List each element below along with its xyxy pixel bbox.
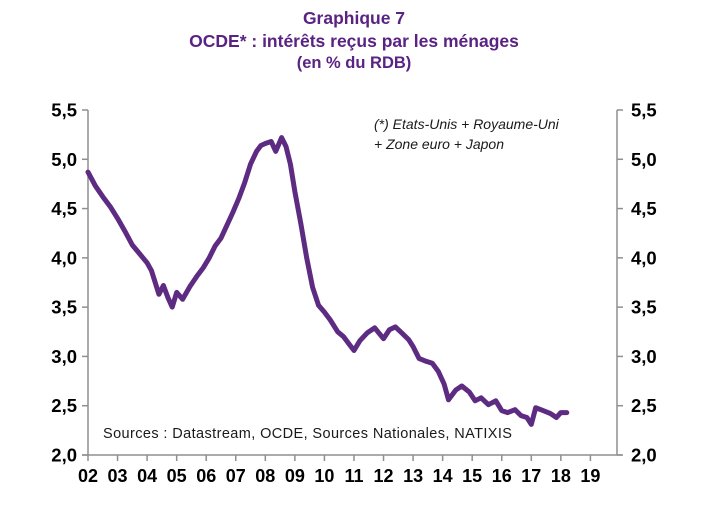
y-axis-label-right: 5,5 <box>631 100 657 121</box>
x-axis-label: 19 <box>580 466 600 486</box>
chart-title: Graphique 7 OCDE* : intérêts reçus par l… <box>0 7 708 75</box>
y-axis-label-left: 4,0 <box>51 247 77 268</box>
x-axis-label: 04 <box>137 466 157 486</box>
y-axis-label-left: 5,5 <box>51 100 77 121</box>
y-axis-label-right: 2,0 <box>631 445 657 466</box>
y-axis-label-left: 5,0 <box>51 149 77 170</box>
x-axis-label: 08 <box>255 466 275 486</box>
x-axis-label: 10 <box>314 466 334 486</box>
sources-caption: Sources : Datastream, OCDE, Sources Nati… <box>103 426 513 442</box>
y-axis-label-left: 2,5 <box>51 395 77 416</box>
x-axis-label: 16 <box>492 466 512 486</box>
y-axis-label-left: 3,5 <box>51 297 77 318</box>
x-axis-label: 13 <box>403 466 423 486</box>
x-axis-label: 14 <box>433 466 453 486</box>
y-axis-label-left: 2,0 <box>51 445 77 466</box>
y-axis-label-right: 5,0 <box>631 149 657 170</box>
x-axis-label: 07 <box>226 466 246 486</box>
x-axis-label: 05 <box>167 466 187 486</box>
x-axis-label: 02 <box>78 466 98 486</box>
chart-title-subtitle: (en % du RDB) <box>296 54 412 72</box>
y-axis-label-right: 3,0 <box>631 346 657 367</box>
y-axis-label-right: 4,5 <box>631 198 657 219</box>
y-axis-label-left: 4,5 <box>51 198 77 219</box>
footnote-line2: + Zone euro + Japon <box>374 135 504 152</box>
x-axis-label: 15 <box>462 466 482 486</box>
x-axis-label: 12 <box>374 466 394 486</box>
y-axis-label-right: 3,5 <box>631 297 657 318</box>
y-axis-label-right: 4,0 <box>631 247 657 268</box>
chart-title-line1: Graphique 7 <box>302 8 406 28</box>
y-axis-label-right: 2,5 <box>631 395 657 416</box>
footnote-annotation: (*) Etats-Unis + Royaume-Uni + Zone euro… <box>374 115 559 154</box>
chart-title-line2: OCDE* : intérêts reçus par les ménages <box>189 30 519 51</box>
footnote-line1: (*) Etats-Unis + Royaume-Uni <box>374 116 559 132</box>
x-axis-label: 09 <box>285 466 305 486</box>
x-axis-label: 11 <box>344 466 363 486</box>
x-axis-label: 17 <box>521 466 541 486</box>
data-series-line <box>85 135 570 427</box>
x-axis-label: 03 <box>108 466 128 486</box>
y-axis-label-left: 3,0 <box>51 346 77 367</box>
x-axis-label: 18 <box>551 466 571 486</box>
x-axis-label: 06 <box>196 466 216 486</box>
